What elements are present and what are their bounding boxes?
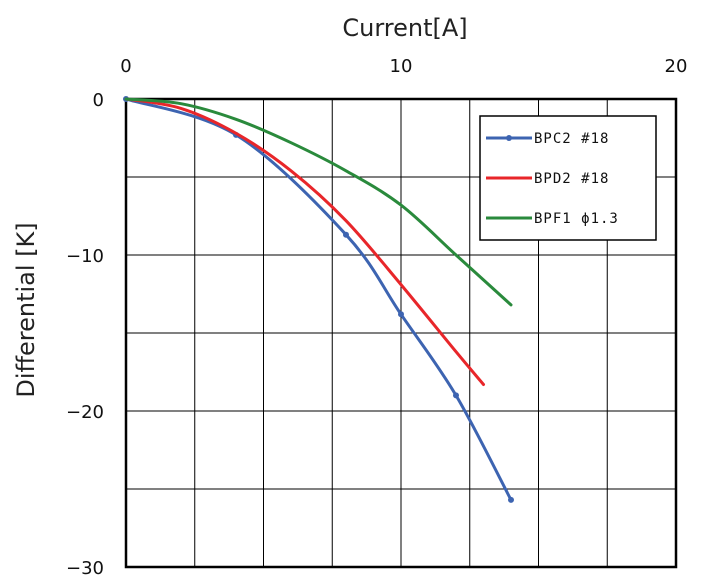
series-layer	[123, 96, 514, 503]
legend-label: BPF1 ϕ1.3	[534, 211, 619, 227]
legend-marker	[506, 135, 512, 141]
x-tick-label: 10	[390, 56, 413, 77]
plot-frame	[124, 97, 678, 569]
legend-item: BPF1 ϕ1.3	[486, 211, 619, 227]
data-point	[453, 392, 459, 399]
x-axis-title: Current[A]	[342, 14, 467, 42]
y-tick-label: −20	[66, 402, 104, 423]
series-line	[124, 97, 513, 307]
series-3	[124, 97, 513, 307]
data-point	[343, 231, 349, 238]
y-tick-label: −30	[66, 558, 104, 575]
x-tick-label: 0	[120, 56, 131, 77]
x-tick-label: 20	[665, 56, 688, 77]
legend: BPC2 #18 BPD2 #18 BPF1 ϕ1.3	[479, 115, 657, 241]
grid	[126, 99, 676, 567]
series-line	[124, 97, 485, 386]
legend-label: BPC2 #18	[534, 131, 609, 147]
plot-border	[124, 97, 678, 569]
y-tick-label: 0	[93, 90, 104, 111]
legend-item: BPC2 #18	[486, 131, 609, 147]
legend-item: BPD2 #18	[486, 171, 609, 187]
tick-labels: 0 10 20 0 −10 −20 −30	[66, 56, 687, 575]
y-tick-label: −10	[66, 246, 104, 267]
data-point	[398, 311, 404, 318]
series-2	[124, 97, 485, 386]
legend-label: BPD2 #18	[534, 171, 609, 187]
data-point	[508, 496, 514, 503]
y-axis-title: Differential [K]	[12, 222, 40, 397]
